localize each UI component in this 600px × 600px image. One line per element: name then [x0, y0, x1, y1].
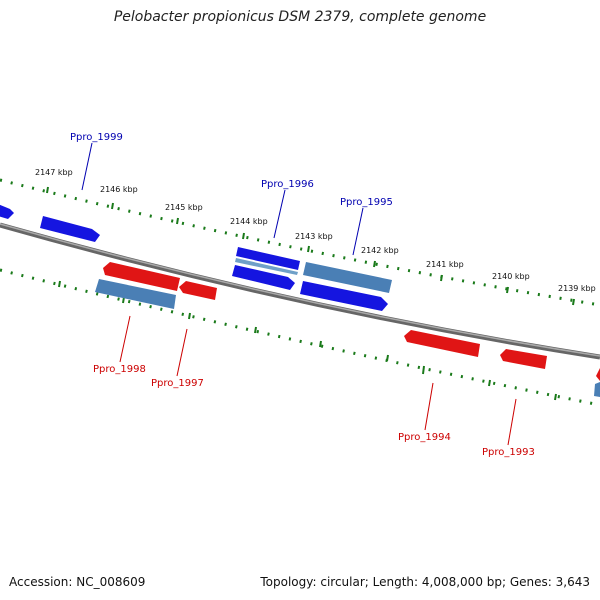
reverse-labels: Ppro_1998 Ppro_1997 Ppro_1994 Ppro_1993: [93, 315, 535, 458]
scale-track-inner: [0, 268, 600, 407]
scale-label: 2144 kbp: [230, 217, 268, 226]
scale-label: 2140 kbp: [492, 272, 530, 281]
gene-arrow[interactable]: [95, 279, 176, 309]
gene-arrow[interactable]: [500, 349, 547, 369]
gene-arrow[interactable]: [103, 262, 180, 291]
gene-label[interactable]: Ppro_1995: [340, 197, 393, 208]
scale-label: 2139 kbp: [558, 284, 596, 293]
scale-label: 2147 kbp: [35, 168, 73, 177]
genome-summary: Topology: circular; Length: 4,008,000 bp…: [260, 575, 590, 589]
gene-label[interactable]: Ppro_1999: [70, 132, 123, 143]
major-ticks-inner: [58, 280, 557, 401]
scale-label: 2142 kbp: [361, 246, 399, 255]
gene-arrow[interactable]: [235, 258, 298, 275]
gene-arrow[interactable]: [594, 382, 600, 397]
scale-label: 2146 kbp: [100, 185, 138, 194]
major-ticks-outer: [46, 186, 575, 306]
gene-label[interactable]: Ppro_1998: [93, 364, 146, 375]
forward-genes: [0, 204, 600, 397]
gene-arrow[interactable]: [596, 368, 600, 381]
gene-arrow[interactable]: [236, 247, 300, 270]
genome-title: Pelobacter propionicus DSM 2379, complet…: [113, 9, 487, 25]
gene-arrow[interactable]: [303, 262, 392, 293]
gene-arrow[interactable]: [300, 281, 388, 311]
gene-label[interactable]: Ppro_1993: [482, 447, 535, 458]
gene-arrow[interactable]: [232, 265, 295, 290]
reverse-genes: [95, 262, 600, 381]
scale-label: 2143 kbp: [295, 232, 333, 241]
gene-arrow[interactable]: [0, 204, 14, 219]
accession-text: Accession: NC_008609: [9, 575, 146, 589]
gene-label[interactable]: Ppro_1994: [398, 432, 451, 443]
forward-labels: Ppro_1999 Ppro_1996 Ppro_1995: [70, 132, 393, 256]
scale-track-outer: [0, 178, 600, 307]
scale-label: 2141 kbp: [426, 260, 464, 269]
gene-label[interactable]: Ppro_1997: [151, 378, 204, 389]
gene-arrow[interactable]: [404, 330, 480, 357]
genome-backbone: [0, 222, 600, 360]
gene-arrow[interactable]: [40, 216, 100, 242]
gene-arrow[interactable]: [179, 281, 217, 300]
scale-label: 2145 kbp: [165, 203, 203, 212]
gene-label[interactable]: Ppro_1996: [261, 179, 314, 190]
